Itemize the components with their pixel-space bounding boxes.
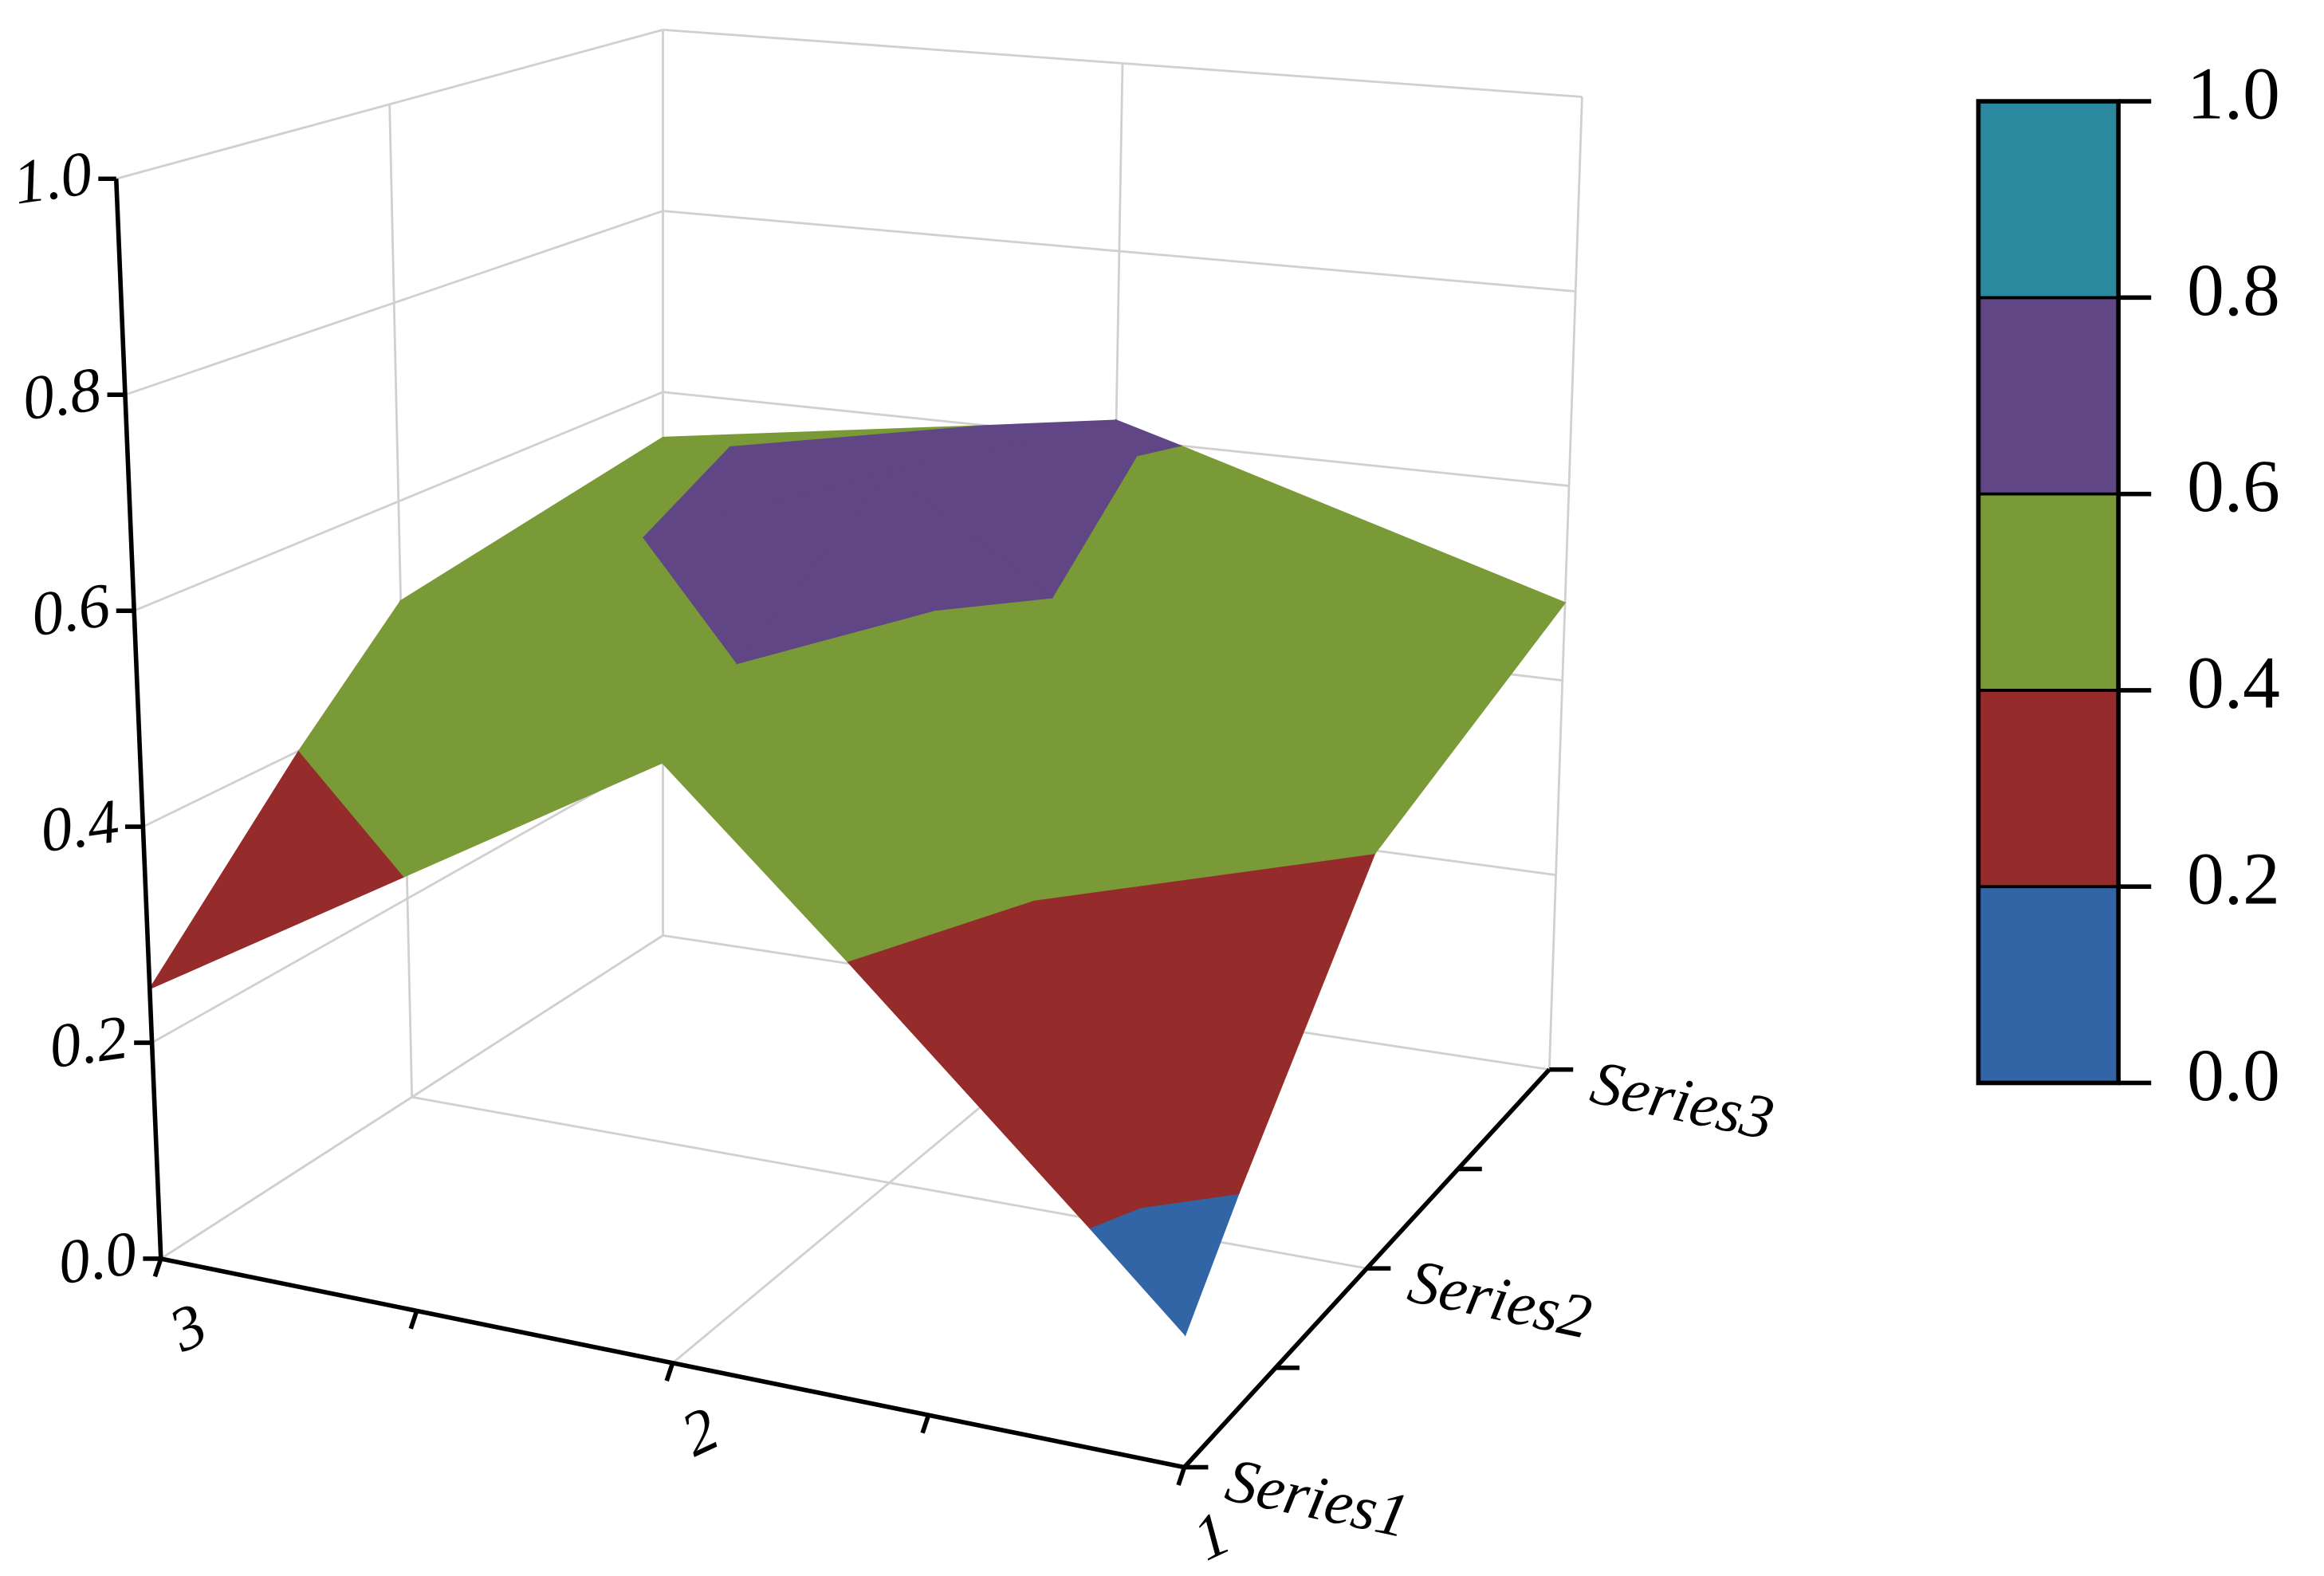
z-axis <box>113 179 163 1260</box>
y-tick-label: Series3 <box>1585 1047 1779 1153</box>
x-tick <box>664 1362 675 1382</box>
x-minor-tick <box>408 1310 419 1330</box>
z-tick-label: 0.2 <box>45 1002 132 1082</box>
colorbar-band <box>1976 492 2121 692</box>
x-tick <box>152 1258 163 1278</box>
surface-patch <box>735 470 936 665</box>
colorbar-label: 0.0 <box>2187 1035 2280 1117</box>
surface-patch <box>298 599 664 878</box>
colorbar-band <box>1976 885 2121 1085</box>
colorbar-label: 0.2 <box>2187 839 2280 921</box>
grid-line <box>1547 96 1583 1070</box>
y-tick-label: Series2 <box>1402 1246 1597 1352</box>
z-tick-label: 0.4 <box>36 786 123 866</box>
colorbar-label: 0.4 <box>2187 642 2280 724</box>
colorbar-label: 0.6 <box>2187 446 2280 528</box>
z-tick-label: 0.6 <box>27 570 114 650</box>
colorbar-band <box>1976 689 2121 889</box>
y-axis <box>1182 1067 1551 1469</box>
colorbar-band <box>1976 100 2121 300</box>
colorbar-frame <box>1976 99 2121 1086</box>
x-tick <box>1176 1466 1187 1486</box>
z-tick-label: 1.0 <box>9 138 96 218</box>
z-tick-label: 0.0 <box>54 1217 141 1297</box>
colorbar-label: 1.0 <box>2187 53 2280 136</box>
x-minor-tick <box>920 1414 931 1434</box>
x-tick-label: 3 <box>159 1289 217 1366</box>
colorbar-label: 0.8 <box>2187 250 2280 332</box>
z-tick-label: 0.8 <box>18 354 105 434</box>
x-tick-label: 2 <box>670 1393 728 1469</box>
colorbar-band <box>1976 296 2121 496</box>
y-tick-label: Series1 <box>1221 1444 1415 1550</box>
